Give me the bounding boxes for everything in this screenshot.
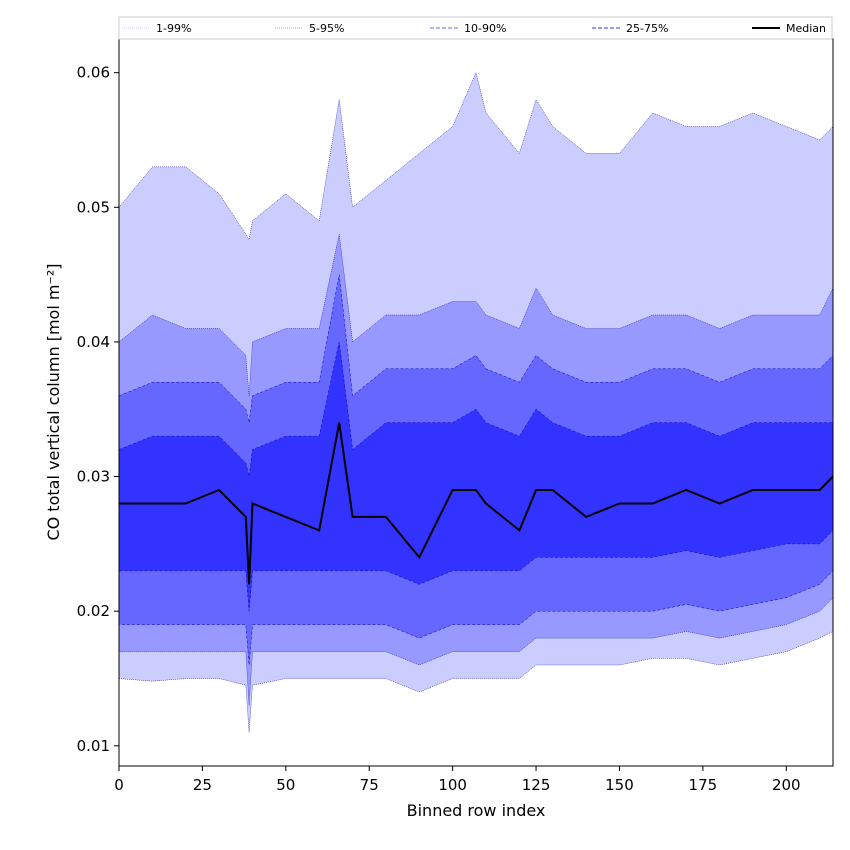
legend: 1-99% 5-95% 10-90% 25-75% Median [118,16,833,40]
median-series [119,422,834,585]
x-tick-label: 25 [193,776,212,794]
legend-label: 25-75% [626,22,668,35]
median-line [119,422,834,585]
x-axis: 0 25 50 75 100 125 150 175 200 [114,766,801,794]
y-tick-label: 0.03 [77,468,110,486]
y-tick-label: 0.01 [77,737,110,755]
y-tick-label: 0.06 [77,64,110,82]
legend-label: 10-90% [464,22,506,35]
legend-label: Median [786,22,826,35]
percentile-bands [118,71,834,733]
x-tick-label: 50 [276,776,295,794]
x-tick-label: 125 [522,776,551,794]
x-tick-label: 0 [114,776,124,794]
legend-box [118,16,833,40]
x-axis-label: Binned row index [407,801,546,820]
y-tick-label: 0.04 [77,333,110,351]
x-tick-label: 100 [438,776,467,794]
x-tick-label: 150 [605,776,634,794]
legend-label: 5-95% [309,22,344,35]
x-tick-label: 200 [772,776,801,794]
y-axis: 0.01 0.02 0.03 0.04 0.05 0.06 [77,64,119,755]
y-tick-label: 0.02 [77,602,110,620]
x-tick-label: 75 [360,776,379,794]
x-tick-label: 175 [689,776,718,794]
y-axis-label: CO total vertical column [mol m⁻²] [44,263,63,540]
legend-label: 1-99% [156,22,191,35]
y-tick-label: 0.05 [77,198,110,216]
